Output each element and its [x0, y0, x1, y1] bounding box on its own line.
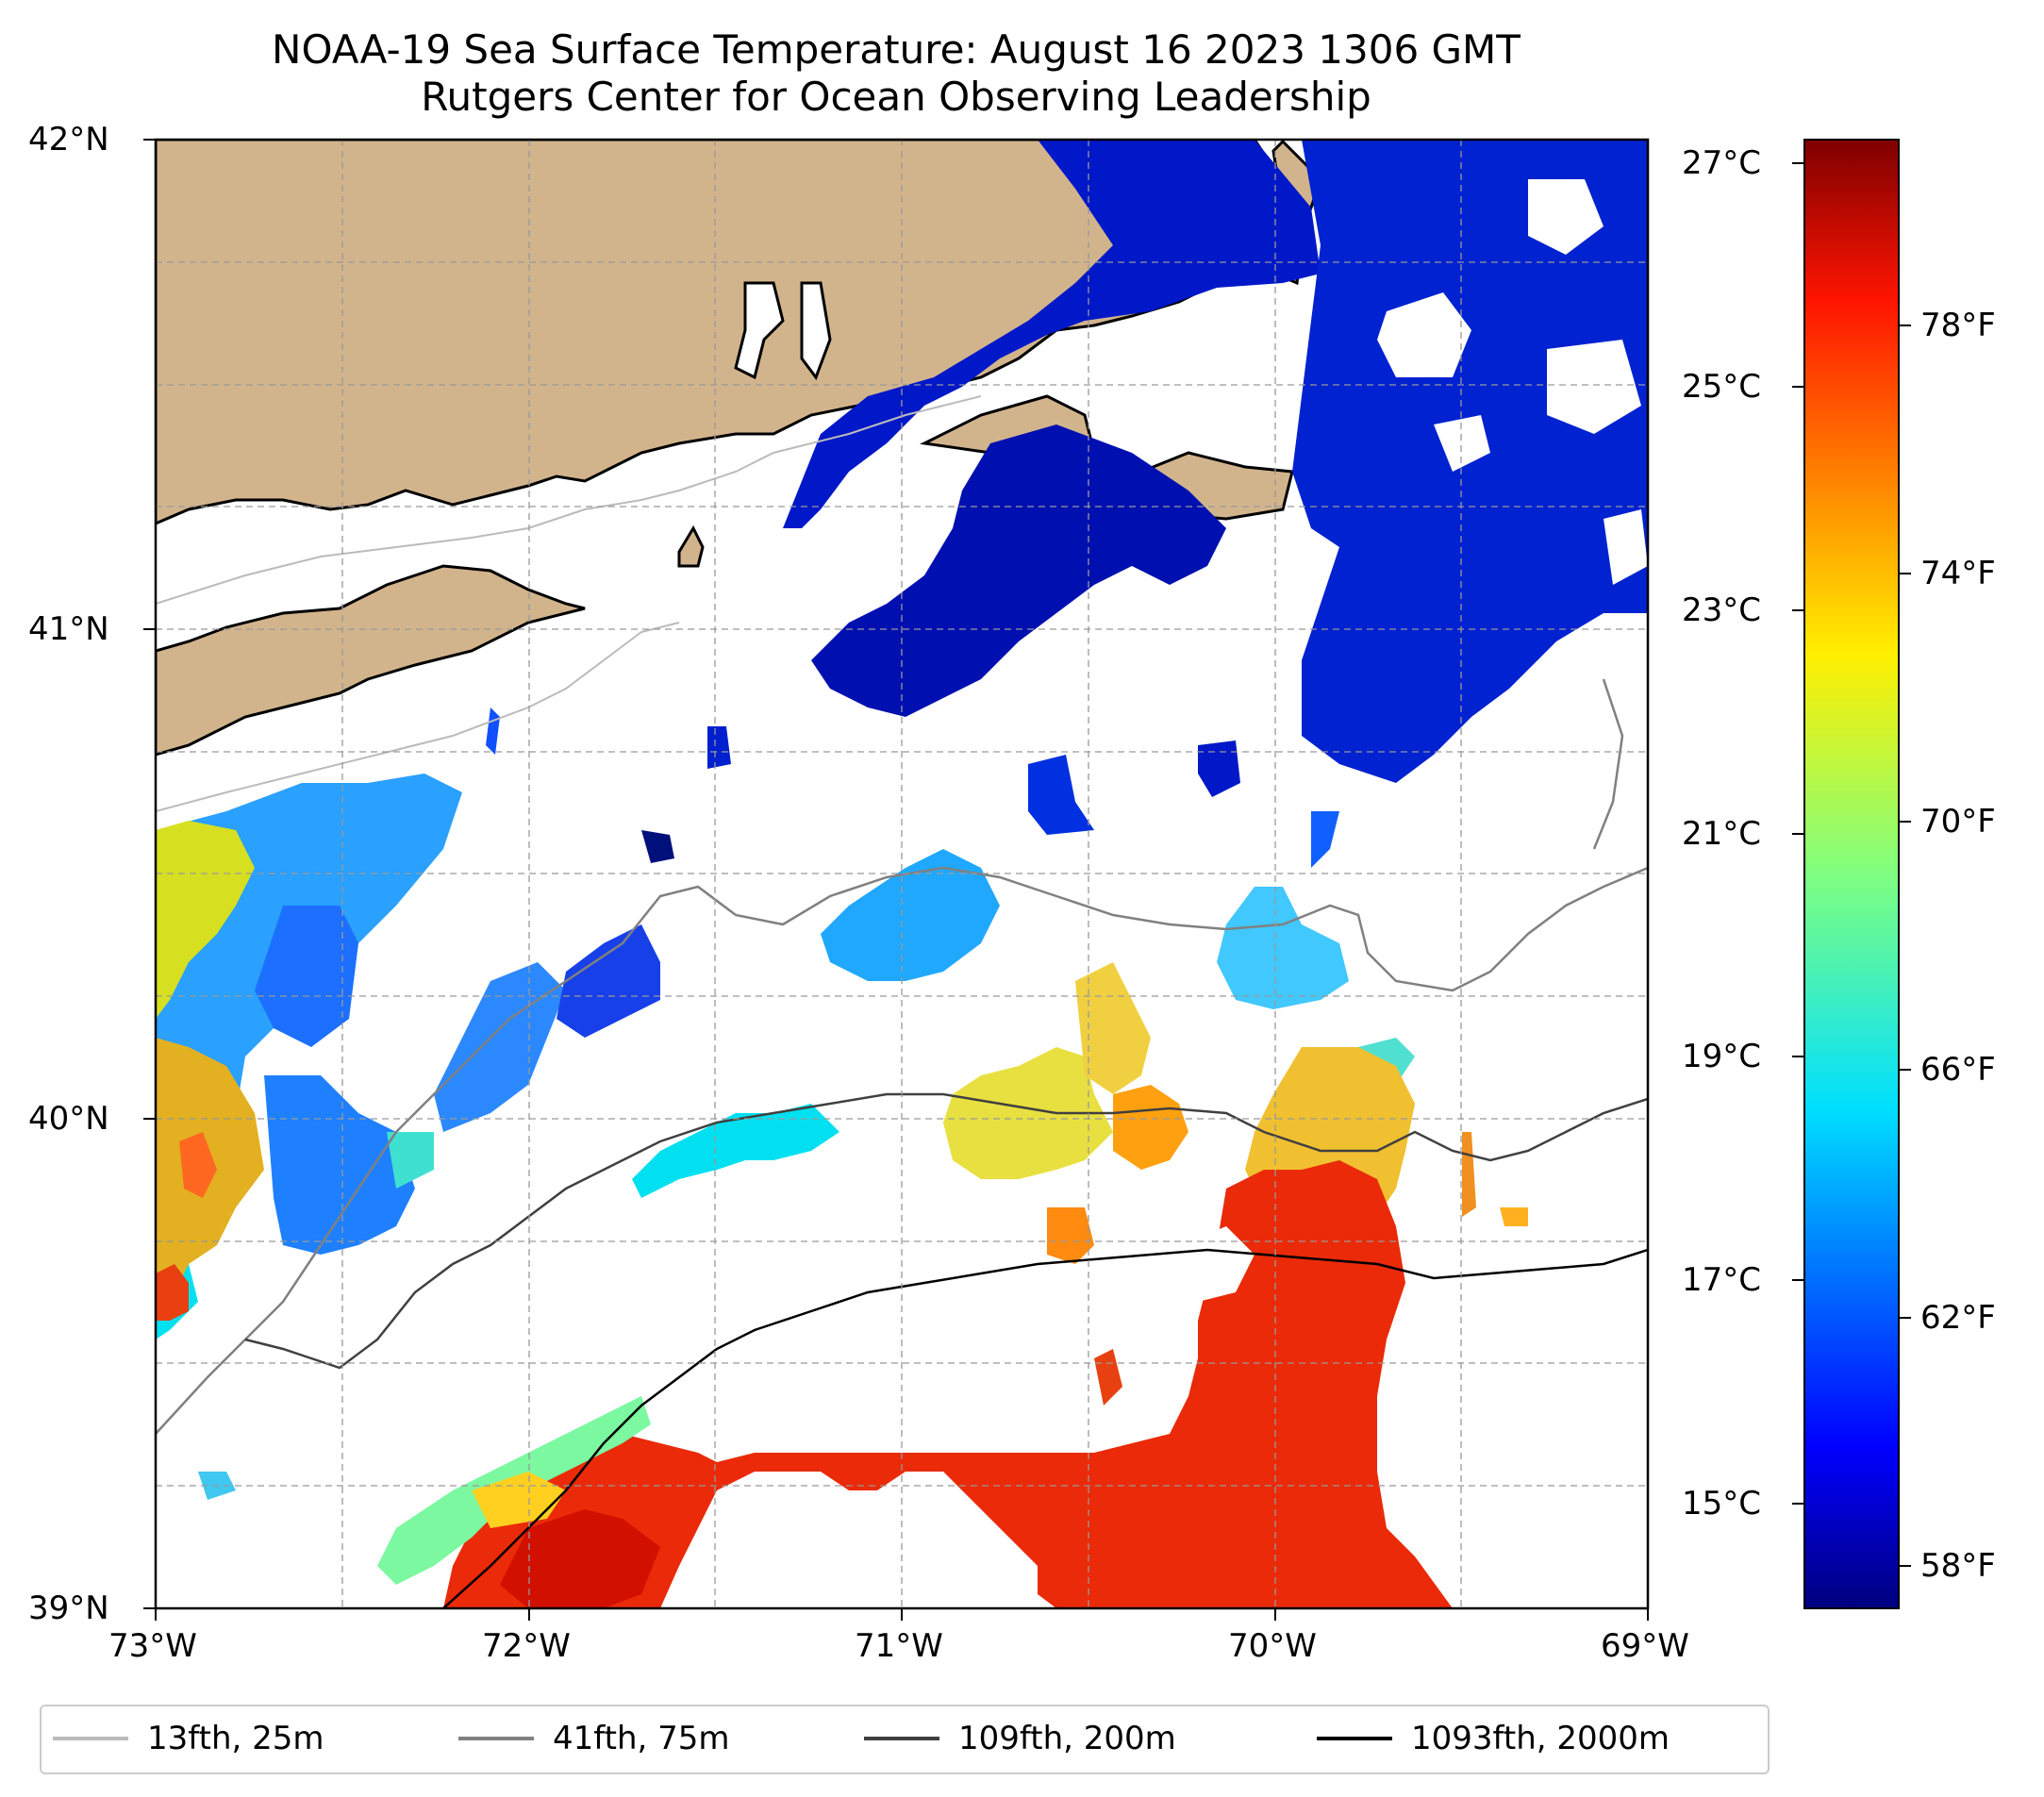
legend-item-75m: 41fth, 75m — [458, 1720, 730, 1757]
legend-item-200m: 109fth, 200m — [864, 1720, 1176, 1757]
cbar-c-15: 15°C — [1682, 1485, 1762, 1522]
lon-label-73: 73°W — [108, 1627, 197, 1665]
axis-ticks — [143, 139, 1649, 1621]
cbar-c-21: 21°C — [1682, 815, 1762, 853]
gridlines — [156, 140, 1648, 1608]
bays — [734, 281, 832, 381]
chart-title: NOAA-19 Sea Surface Temperature: August … — [272, 26, 1521, 73]
cbar-c-17: 17°C — [1682, 1261, 1762, 1299]
cbar-c-25: 25°C — [1682, 368, 1762, 406]
isobath-legend: 13fth, 25m 41fth, 75m 109fth, 200m 1093f… — [40, 1705, 1770, 1774]
cbar-f-66: 66°F — [1920, 1051, 1996, 1089]
cbar-f-70: 70°F — [1920, 803, 1996, 840]
lat-label-39: 39°N — [28, 1589, 109, 1627]
legend-line-25m — [53, 1737, 128, 1740]
legend-label-25m: 13fth, 25m — [147, 1720, 324, 1757]
lon-label-70: 70°W — [1228, 1627, 1317, 1665]
colorbar-ticks — [1792, 162, 1911, 1567]
isobath-75m — [156, 678, 1648, 1435]
cbar-f-62: 62°F — [1920, 1299, 1996, 1337]
legend-item-2000m: 1093fth, 2000m — [1317, 1720, 1670, 1757]
sst-hot-region — [377, 1160, 1453, 1608]
legend-label-200m: 109fth, 200m — [958, 1720, 1176, 1757]
legend-item-25m: 13fth, 25m — [53, 1720, 324, 1757]
legend-line-2000m — [1317, 1737, 1392, 1740]
lat-label-40: 40°N — [28, 1100, 109, 1138]
isobaths — [156, 395, 1648, 1608]
isobath-2000m — [442, 1248, 1648, 1608]
cbar-f-58: 58°F — [1920, 1547, 1996, 1585]
legend-label-75m: 41fth, 75m — [553, 1720, 730, 1757]
legend-label-2000m: 1093fth, 2000m — [1411, 1720, 1670, 1757]
sst-cold-patches — [486, 140, 1648, 863]
land — [156, 140, 1322, 757]
cbar-c-27: 27°C — [1682, 144, 1762, 182]
cbar-c-19: 19°C — [1682, 1038, 1762, 1075]
legend-line-75m — [458, 1737, 534, 1740]
cbar-f-74: 74°F — [1920, 555, 1996, 592]
lon-label-71: 71°W — [855, 1627, 943, 1665]
lon-label-69: 69°W — [1601, 1627, 1689, 1665]
lon-label-72: 72°W — [482, 1627, 571, 1665]
cbar-c-23: 23°C — [1682, 591, 1762, 629]
lat-label-42: 42°N — [28, 121, 109, 158]
isobath-200m — [244, 1092, 1648, 1370]
legend-line-200m — [864, 1737, 939, 1740]
colorbar — [1803, 139, 1900, 1609]
isobath-25m — [156, 395, 982, 812]
cbar-f-78: 78°F — [1920, 307, 1996, 344]
chart-subtitle: Rutgers Center for Ocean Observing Leade… — [421, 74, 1371, 120]
lat-label-41: 41°N — [28, 610, 109, 648]
